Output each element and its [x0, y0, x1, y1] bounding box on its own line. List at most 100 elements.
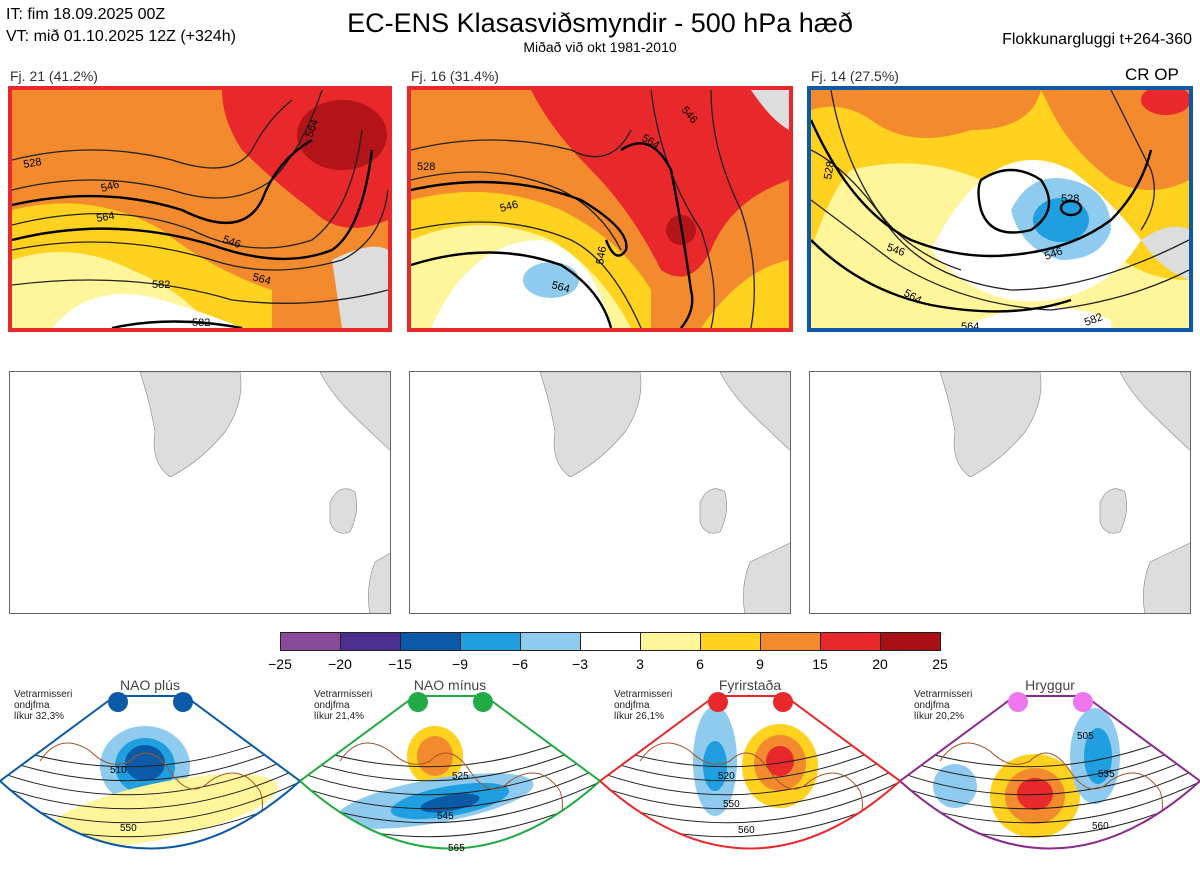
cluster-3-map: 528 546 564 528 546 564 582: [807, 86, 1193, 332]
regime-indicator-dot: [1008, 692, 1028, 712]
regime-contour-label: 545: [437, 811, 454, 822]
cluster-1-contour-label: 528: [22, 156, 42, 171]
cluster-1-contour-label: 564: [95, 210, 115, 225]
cluster-1-contour-label: 546: [221, 234, 242, 252]
colorbar-swatch: [820, 632, 881, 651]
regime-contour-label: 550: [120, 823, 137, 834]
regime-name: NAO mínus: [413, 677, 487, 693]
regime-contour-label: 565: [448, 843, 465, 854]
colorbar-tick-label: 3: [636, 656, 644, 672]
regime-probability-text: Vetrarmisseri ondjfma líkur 26,1%: [614, 689, 673, 722]
colorbar-tick-label: −9: [452, 656, 468, 672]
regime-anomaly-blob: [703, 741, 727, 791]
regime-anomaly-blob: [766, 746, 794, 776]
cluster-3-contour-label: 528: [1061, 193, 1079, 205]
regime-indicator-dot: [1073, 692, 1093, 712]
regime-contour: [300, 818, 600, 849]
page-title: EC-ENS Klasasviðsmyndir - 500 hPa hæð: [347, 8, 853, 38]
colorbar-swatch: [640, 632, 701, 651]
regime-name: NAO plús: [120, 677, 180, 693]
regime-anomaly-blob: [42, 773, 278, 849]
regime-map-border: [300, 695, 600, 850]
colorbar-swatch: [400, 632, 461, 651]
regime-indicator-dot: [173, 692, 193, 712]
colorbar-swatch: [700, 632, 761, 651]
classification-window: Flokkunargluggi t+264-360: [1002, 31, 1192, 48]
regime-contour: [0, 748, 300, 796]
regime-coastline: [339, 742, 563, 842]
regime-map-border: [900, 695, 1200, 850]
colorbar-tick-label: −20: [328, 656, 352, 672]
cluster-1-contour-label: 546: [100, 179, 121, 195]
cluster-3-contour-label: 546: [885, 242, 906, 260]
colorbar-swatch: [580, 632, 641, 651]
regime-map-border: [600, 695, 900, 850]
colorbar-tick-label: −15: [388, 656, 412, 672]
regime-indicator-dot: [408, 692, 428, 712]
regime-contour-label: 560: [738, 825, 755, 836]
regime-probability-text: Vetrarmisseri ondjfma líkur 20,2%: [914, 689, 973, 722]
cluster-2-anomaly-field: 528 546 564 546 564 546: [411, 90, 789, 328]
colorbar-tick-label: 15: [812, 656, 828, 672]
regime-contour: [300, 762, 600, 810]
regime-contour-label: 505: [1077, 731, 1094, 742]
regime-contour-label: 510: [110, 765, 127, 776]
regime-map: 510 550: [0, 695, 300, 850]
cluster-1-label: Fj. 21 (41.2%): [10, 68, 98, 84]
regime-anomaly-blob: [1017, 778, 1053, 810]
cluster-2-contour-label: 564: [550, 279, 571, 295]
regime-contour: [0, 762, 300, 810]
regime-name: Fyrirstaða: [718, 677, 782, 693]
regime-map: 520 550 560: [600, 695, 900, 850]
regime-name: Hryggur: [1025, 677, 1075, 693]
regime-coastline: [639, 742, 863, 842]
cluster-3-contour-label: 582: [1083, 311, 1104, 328]
regime-contour: [900, 762, 1200, 810]
empty-basemap-1: [9, 371, 391, 614]
regime-probability-text: Vetrarmisseri ondjfma líkur 21,4%: [314, 689, 373, 722]
control-run-label: CR OP: [1125, 65, 1179, 84]
cluster-1-contour-label: 564: [251, 271, 272, 287]
colorbar-tick-label: 25: [932, 656, 948, 672]
regime-contour-label: 535: [1098, 769, 1115, 780]
cluster-2-map: 528 546 564 546 564 546: [407, 86, 793, 332]
regime-anomaly-blob: [1084, 728, 1112, 784]
basemap-land: [539, 372, 790, 613]
regime-anomaly-blob: [125, 745, 165, 781]
regime-indicator-dot: [708, 692, 728, 712]
cluster-3-contour-label: 528: [822, 160, 837, 180]
colorbar-swatch: [760, 632, 821, 651]
empty-basemap-3: [809, 371, 1191, 614]
basemap-land: [939, 372, 1190, 613]
header-info: IT: fim 18.09.2025 00Z VT: mið 01.10.202…: [6, 4, 236, 48]
regime-contour: [900, 748, 1200, 796]
regime-contour: [900, 832, 1200, 849]
cluster-2-contour-label: 546: [594, 245, 609, 265]
regime-map: 505 535 560: [900, 695, 1200, 850]
empty-basemap-2: [409, 371, 791, 614]
cluster-3-contour-label: 564: [961, 321, 979, 328]
page-subtitle: Miðað við okt 1981-2010: [523, 39, 677, 55]
cluster-3-label: Fj. 14 (27.5%): [811, 68, 899, 84]
colorbar-tick-label: −6: [512, 656, 528, 672]
colorbar-swatch: [520, 632, 581, 651]
regime-contour-label: 560: [1092, 821, 1109, 832]
regime-contour: [600, 748, 900, 796]
cluster-2-label: Fj. 16 (31.4%): [411, 68, 499, 84]
regime-coastline: [39, 742, 263, 842]
regime-indicator-dot: [773, 692, 793, 712]
regime-indicator-dot: [108, 692, 128, 712]
cluster-1-contour-label: 582: [192, 317, 210, 328]
colorbar-tick-label: 20: [872, 656, 888, 672]
regime-anomaly-blob: [420, 793, 480, 813]
cluster-1-map: 528 546 564 582 564 546 564 582: [8, 86, 392, 332]
cluster-3-anomaly-field: 528 546 564 528 546 564 582: [811, 90, 1189, 328]
regime-contour: [600, 832, 900, 849]
colorbar-tick-label: 9: [756, 656, 764, 672]
colorbar-swatch: [460, 632, 521, 651]
cluster-1-contour-label: 564: [304, 118, 322, 139]
cluster-2-contour-label: 528: [417, 161, 435, 173]
regime-probability-text: Vetrarmisseri ondjfma líkur 32,3%: [14, 689, 73, 722]
regime-anomaly-blob: [933, 764, 977, 808]
colorbar-tick-label: −3: [572, 656, 588, 672]
